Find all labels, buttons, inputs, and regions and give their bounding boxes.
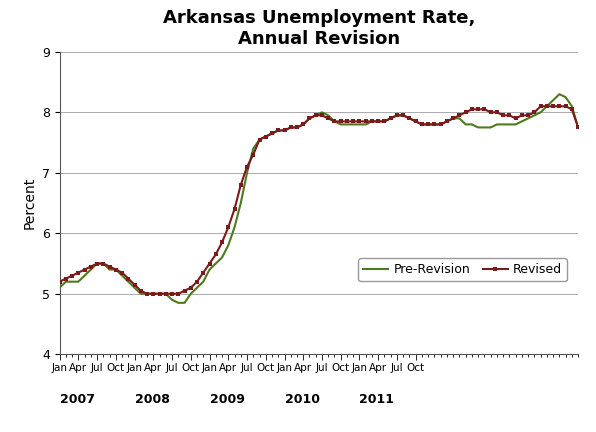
Pre-Revision — [175, 300, 182, 305]
Pre-Revision — [556, 92, 563, 97]
Pre-Revision — [62, 279, 69, 284]
Revised — [537, 104, 544, 109]
Revised — [318, 113, 325, 118]
Revised — [293, 125, 300, 130]
Revised — [456, 113, 463, 118]
Line: Revised: Revised — [58, 105, 580, 295]
Text: 2011: 2011 — [359, 393, 395, 406]
Title: Arkansas Unemployment Rate,
Annual Revision: Arkansas Unemployment Rate, Annual Revis… — [163, 9, 475, 48]
Pre-Revision — [87, 267, 94, 272]
Pre-Revision — [456, 116, 463, 121]
Text: 2010: 2010 — [284, 393, 319, 406]
Text: 2008: 2008 — [135, 393, 169, 406]
Legend: Pre-Revision, Revised: Pre-Revision, Revised — [358, 258, 567, 282]
Y-axis label: Percent: Percent — [22, 177, 36, 229]
Revised — [87, 264, 94, 269]
Pre-Revision — [293, 125, 300, 130]
Pre-Revision — [481, 125, 488, 130]
Line: Pre-Revision: Pre-Revision — [60, 94, 578, 303]
Revised — [144, 291, 151, 296]
Revised — [62, 276, 69, 281]
Text: 2007: 2007 — [60, 393, 95, 406]
Text: 2009: 2009 — [210, 393, 244, 406]
Revised — [575, 125, 582, 130]
Pre-Revision — [318, 110, 325, 115]
Revised — [56, 279, 63, 284]
Pre-Revision — [575, 125, 582, 130]
Revised — [481, 107, 488, 112]
Pre-Revision — [56, 285, 63, 290]
